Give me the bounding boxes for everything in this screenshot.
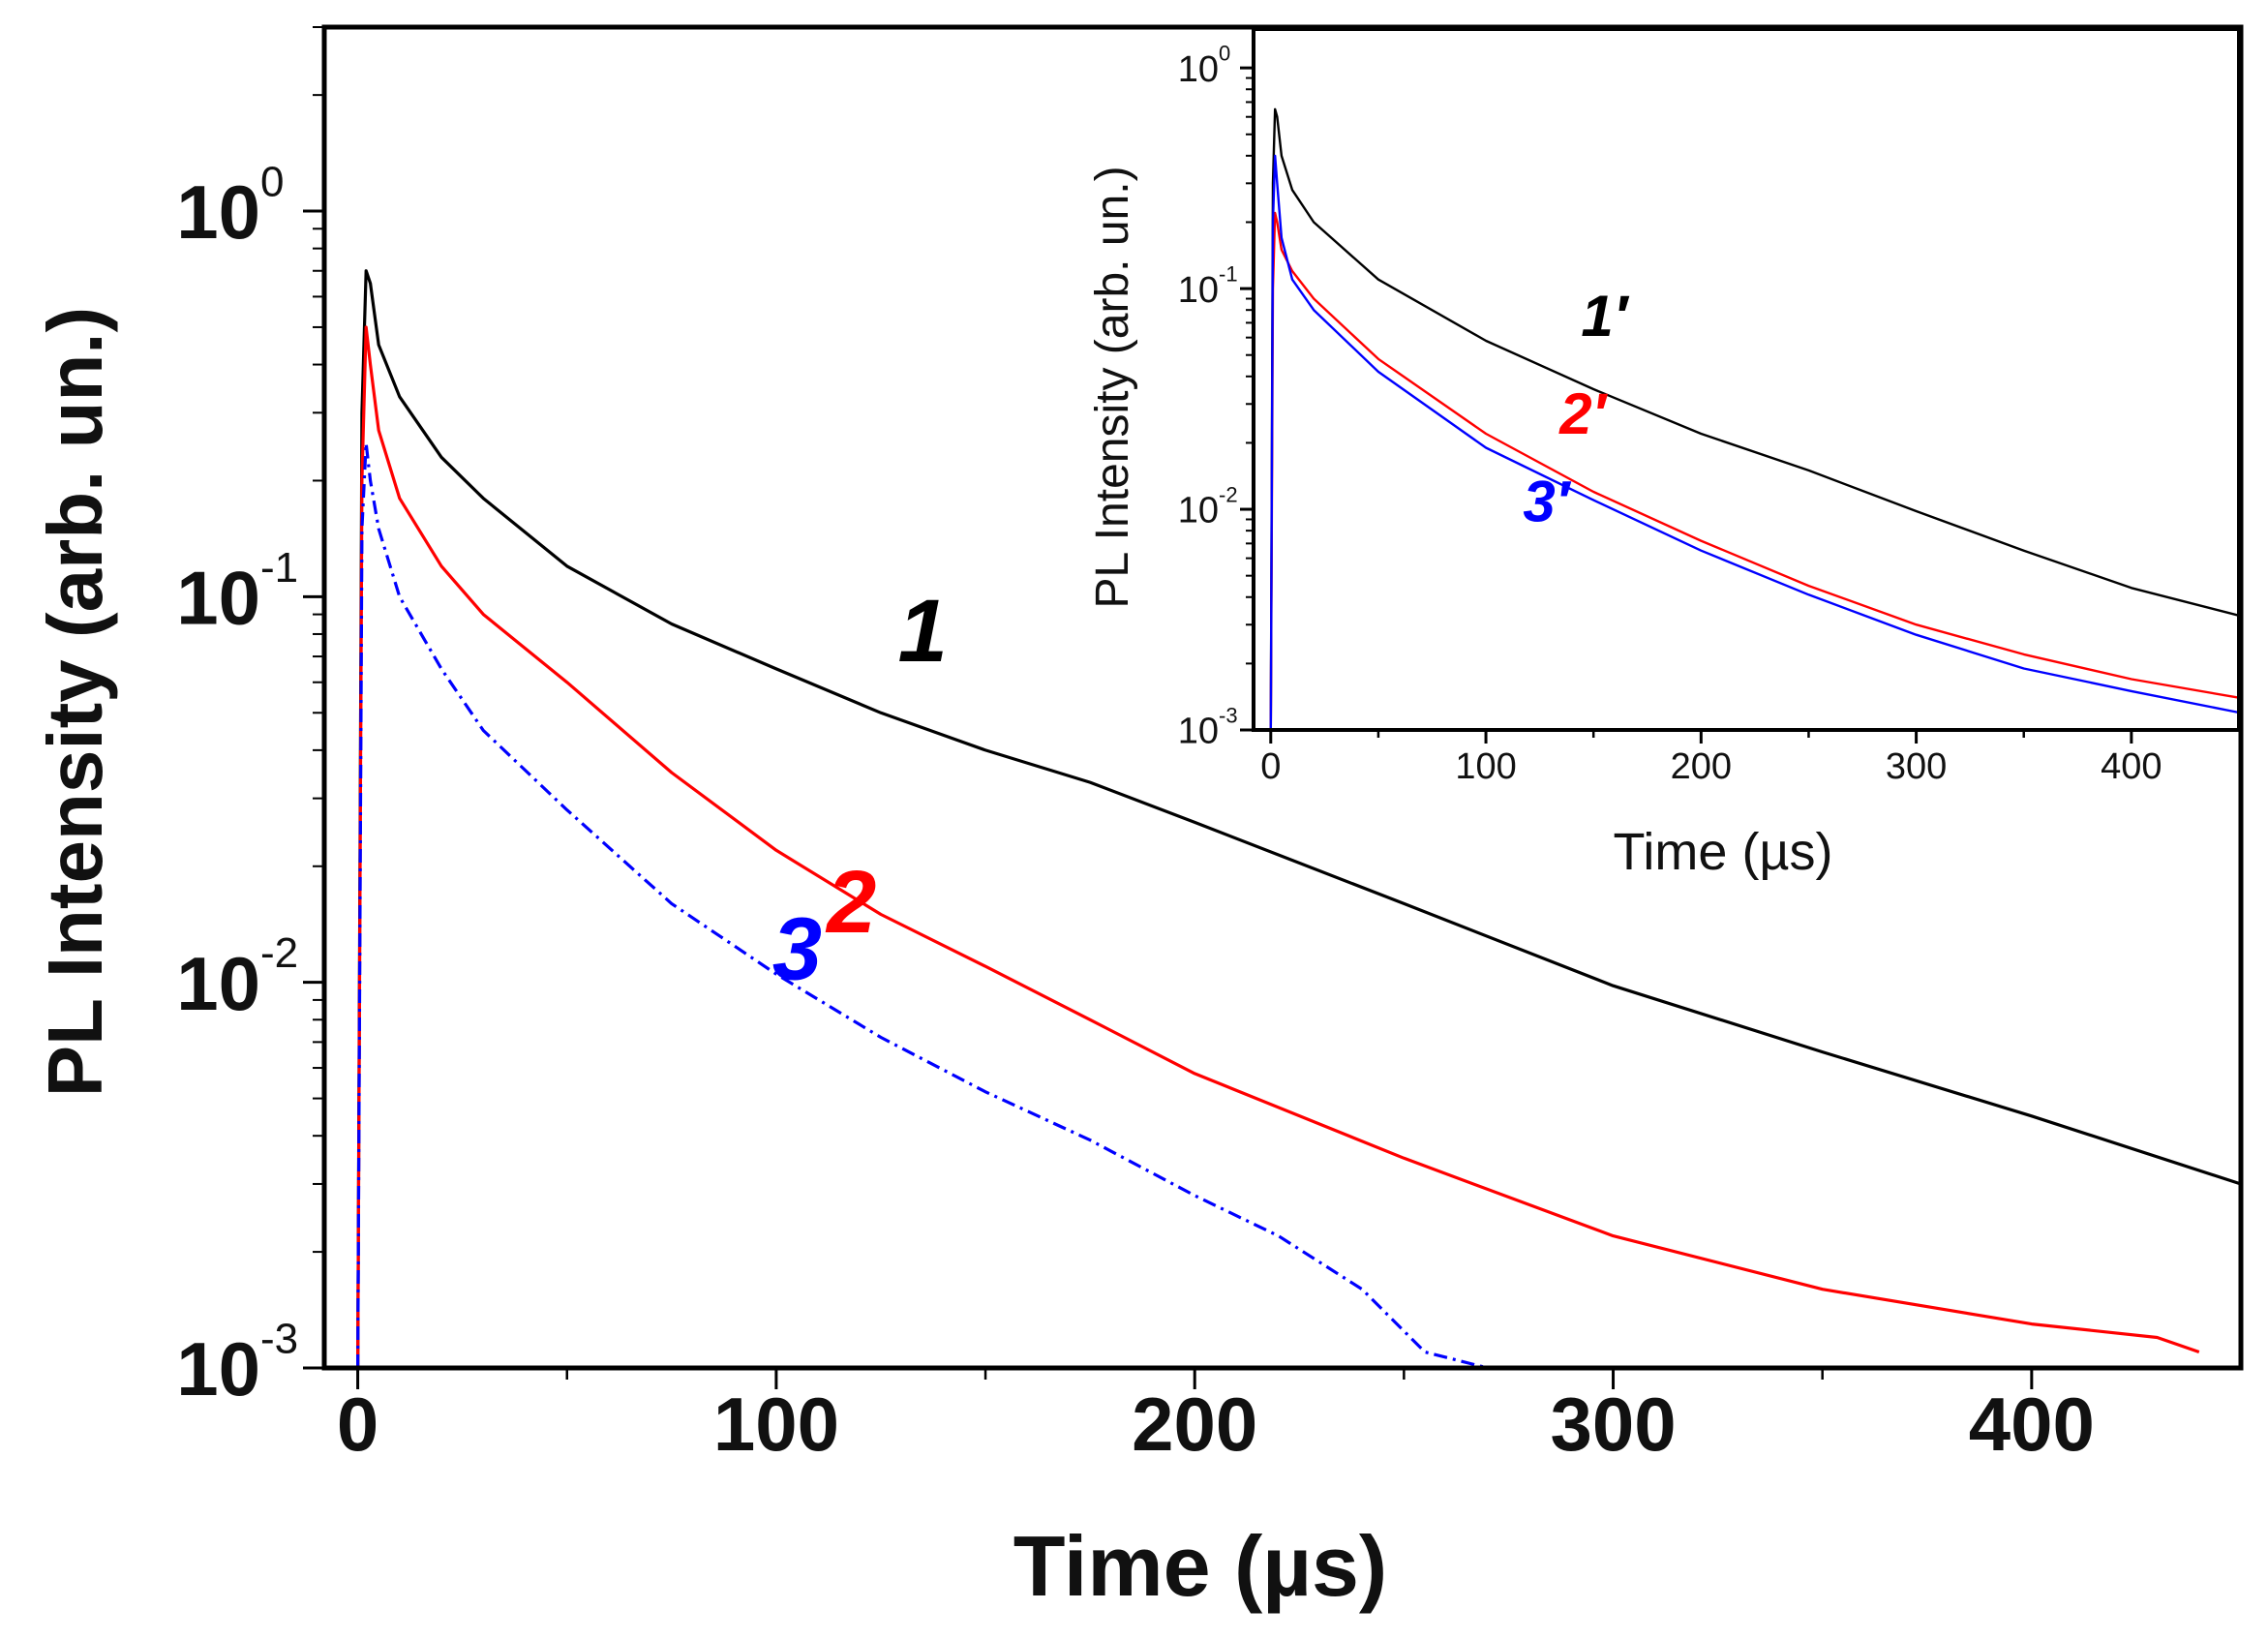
main-series-1-line: [356, 269, 2242, 1369]
main-x-tick-label: 0: [337, 1382, 378, 1467]
main-y-tick-exponent: -3: [260, 1315, 298, 1362]
main-x-tick-label: 300: [1550, 1382, 1676, 1467]
main-curve-label-2: 2: [825, 853, 876, 952]
main-series-2-line: [356, 325, 2200, 1369]
main-y-tick-label: 10: [176, 555, 260, 640]
inset-curve-labels: 1′ 2′ 3′: [1523, 284, 1629, 534]
main-x-tick-label: 200: [1132, 1382, 1257, 1467]
inset-curve-label-2p: 2′: [1558, 381, 1608, 446]
main-x-axis-title: Time (µs): [1013, 1518, 1388, 1614]
inset-x-tick-label: 200: [1671, 746, 1732, 787]
main-curve-label-3: 3: [772, 899, 822, 998]
main-y-tick-label: 10: [176, 169, 260, 255]
main-curves: [356, 269, 2242, 1370]
inset-x-tick-label: 300: [1886, 746, 1947, 787]
main-curve-label-1: 1: [898, 582, 948, 681]
inset-y-tick-label: 10: [1178, 49, 1219, 90]
main-y-axis-title: PL Intensity (arb. un.): [32, 307, 118, 1097]
inset-y-tick-label: 10: [1178, 270, 1219, 311]
inset-x-tick-label: 400: [2101, 746, 2162, 787]
main-y-tick-exponent: -1: [260, 544, 298, 592]
main-x-tick-label: 400: [1969, 1382, 2095, 1467]
main-curve-labels: 1 23: [772, 582, 948, 998]
main-y-tick-label: 10: [176, 941, 260, 1026]
inset-x-ticks: 0 100 200 300 400: [1260, 730, 2162, 787]
inset-y-tick-label: 10: [1178, 491, 1219, 531]
inset-y-tick-exponent: 0: [1219, 42, 1230, 66]
main-x-ticks: 0 100 200 300 400: [337, 1368, 2095, 1467]
inset-series-2p-line: [1269, 211, 2240, 731]
inset-y-tick-exponent: -3: [1219, 703, 1238, 727]
inset-background: [1254, 29, 2239, 730]
inset-y-tick-label: 10: [1178, 712, 1219, 752]
inset-curve-label-3p: 3′: [1523, 470, 1571, 534]
inset-plot-frame: [1252, 27, 2241, 732]
main-x-tick-label: 100: [713, 1382, 839, 1467]
inset-curve-label-1p: 1′: [1581, 284, 1629, 349]
inset-series-3p-line: [1269, 154, 2240, 731]
main-y-tick-label: 10: [176, 1326, 260, 1412]
inset-y-tick-exponent: -1: [1219, 261, 1238, 286]
main-y-tick-exponent: 0: [260, 158, 284, 205]
inset-x-axis-title: Time (µs): [1613, 823, 1832, 881]
inset-y-tick-exponent: -2: [1219, 482, 1238, 506]
inset-y-axis-title: PL Intensity (arb. un.): [1087, 166, 1138, 608]
inset-curves: [1269, 107, 2240, 731]
inset-x-tick-label: 0: [1260, 746, 1281, 787]
inset-series-1p-line: [1269, 107, 2240, 731]
inset-x-tick-label: 100: [1455, 746, 1516, 787]
main-series-3-line: [356, 441, 1489, 1370]
main-y-tick-exponent: -2: [260, 929, 298, 977]
